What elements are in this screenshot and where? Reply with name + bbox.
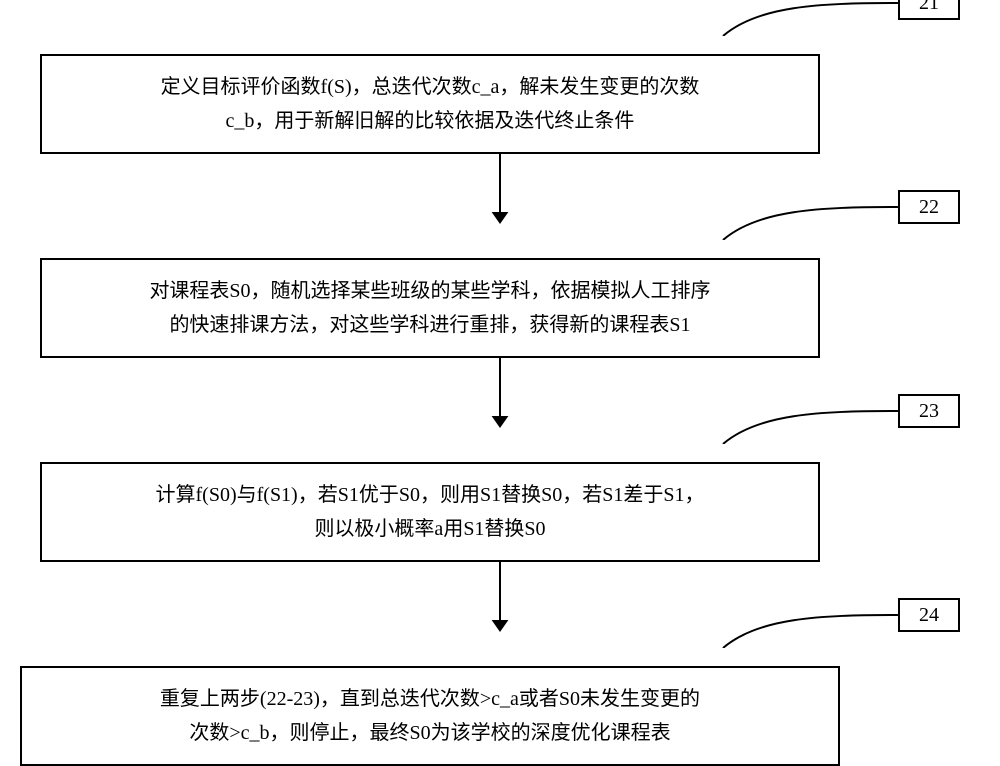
connector-curve (718, 0, 898, 36)
arrow-down-icon (485, 562, 515, 632)
flowchart-container: 21定义目标评价函数f(S)，总迭代次数c_a，解未发生变更的次数c_b，用于新… (40, 20, 960, 766)
step-text-line: 则以极小概率a用S1替换S0 (66, 512, 794, 546)
flow-arrow (40, 562, 960, 632)
step-row: 23计算f(S0)与f(S1)，若S1优于S0，则用S1替换S0，若S1差于S1… (40, 428, 960, 562)
step-text-line: 对课程表S0，随机选择某些班级的某些学科，依据模拟人工排序 (66, 274, 794, 308)
step-number-box: 22 (898, 190, 960, 224)
step-row: 24重复上两步(22-23)，直到总迭代次数>c_a或者S0未发生变更的次数>c… (40, 632, 960, 766)
step-number-box: 24 (898, 598, 960, 632)
step-row: 22对课程表S0，随机选择某些班级的某些学科，依据模拟人工排序的快速排课方法，对… (40, 224, 960, 358)
step-box: 对课程表S0，随机选择某些班级的某些学科，依据模拟人工排序的快速排课方法，对这些… (40, 258, 820, 358)
step-text-line: 计算f(S0)与f(S1)，若S1优于S0，则用S1替换S0，若S1差于S1， (66, 478, 794, 512)
step-text-line: 定义目标评价函数f(S)，总迭代次数c_a，解未发生变更的次数 (66, 70, 794, 104)
step-text-line: 重复上两步(22-23)，直到总迭代次数>c_a或者S0未发生变更的 (46, 682, 814, 716)
step-text-line: c_b，用于新解旧解的比较依据及迭代终止条件 (66, 104, 794, 138)
step-box: 定义目标评价函数f(S)，总迭代次数c_a，解未发生变更的次数c_b，用于新解旧… (40, 54, 820, 154)
arrow-down-icon (485, 154, 515, 224)
step-number-box: 21 (898, 0, 960, 20)
arrow-down-icon (485, 358, 515, 428)
flow-arrow (40, 358, 960, 428)
step-box: 计算f(S0)与f(S1)，若S1优于S0，则用S1替换S0，若S1差于S1，则… (40, 462, 820, 562)
step-text-line: 次数>c_b，则停止，最终S0为该学校的深度优化课程表 (46, 716, 814, 750)
step-number-box: 23 (898, 394, 960, 428)
flow-arrow (40, 154, 960, 224)
step-box: 重复上两步(22-23)，直到总迭代次数>c_a或者S0未发生变更的次数>c_b… (20, 666, 840, 766)
step-text-line: 的快速排课方法，对这些学科进行重排，获得新的课程表S1 (66, 308, 794, 342)
step-row: 21定义目标评价函数f(S)，总迭代次数c_a，解未发生变更的次数c_b，用于新… (40, 20, 960, 154)
